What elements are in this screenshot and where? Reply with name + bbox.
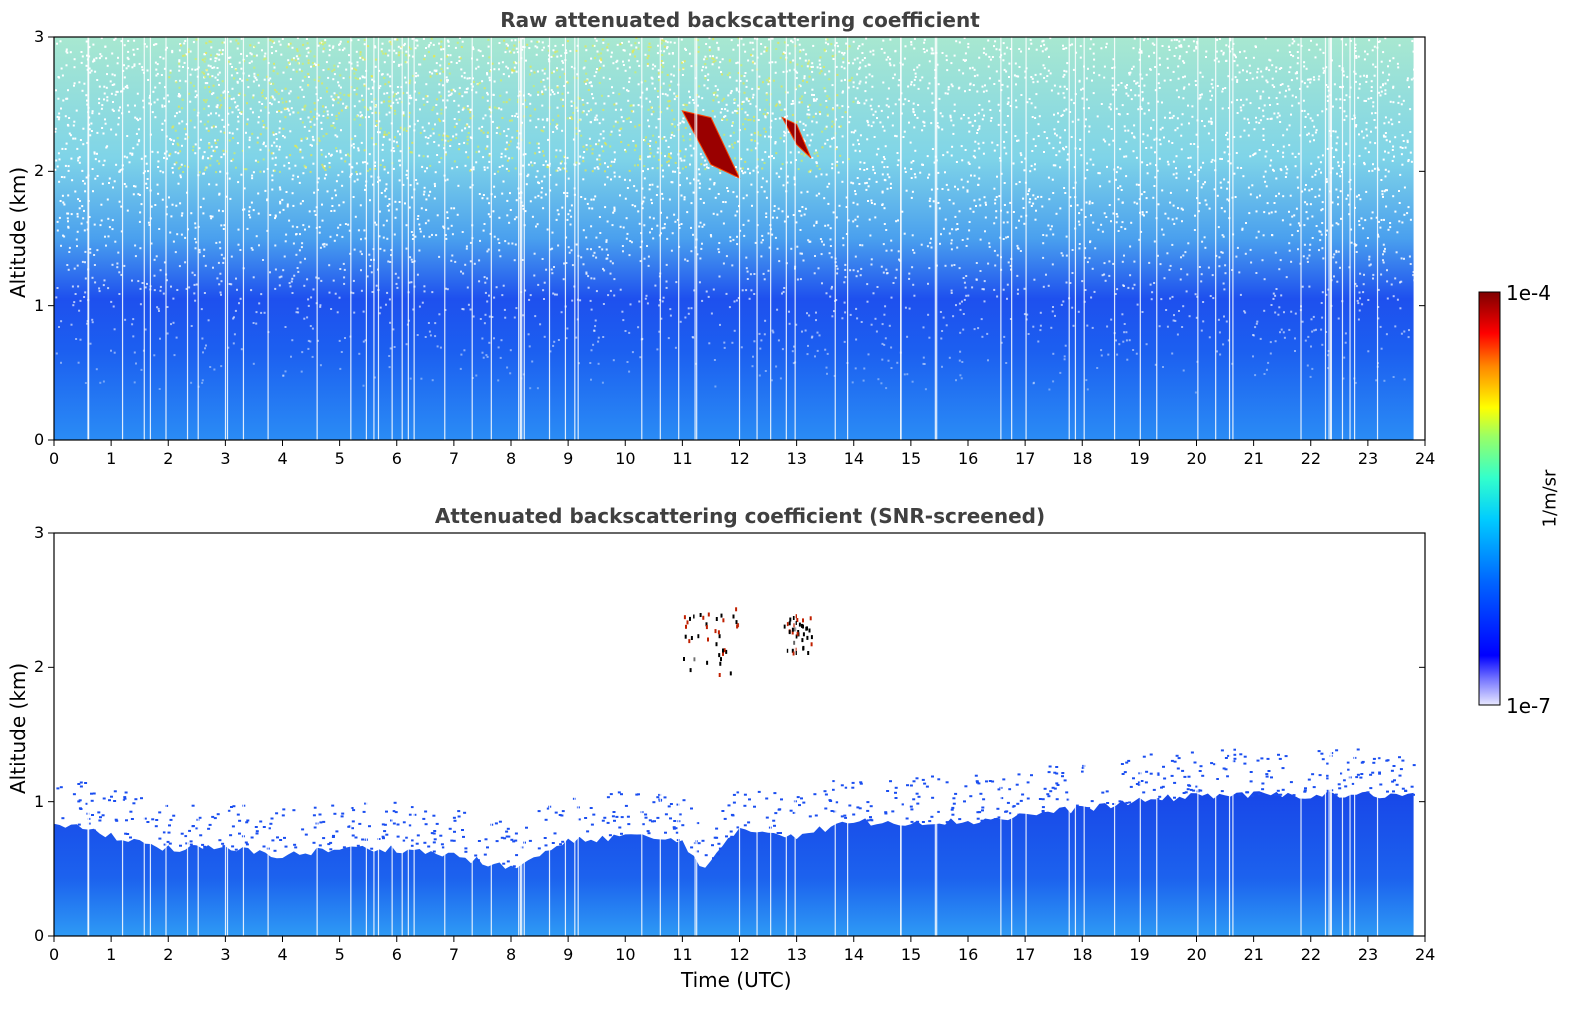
x-tick-label: 15 bbox=[900, 945, 922, 964]
x-tick-label: 22 bbox=[1300, 449, 1322, 468]
x-tick-label: 17 bbox=[1015, 449, 1036, 468]
data-gap-lines bbox=[87, 533, 1379, 936]
x-tick-label: 0 bbox=[49, 449, 60, 468]
x-tick-label: 8 bbox=[506, 945, 517, 964]
x-tick-label: 3 bbox=[220, 449, 231, 468]
x-tick-label: 2 bbox=[163, 945, 174, 964]
x-tick-label: 5 bbox=[334, 449, 345, 468]
x-tick-label: 18 bbox=[1072, 945, 1093, 964]
x-tick-label: 19 bbox=[1129, 945, 1150, 964]
x-tick-label: 6 bbox=[391, 945, 402, 964]
top-panel-plot bbox=[54, 37, 1416, 440]
y-tick-label: 3 bbox=[34, 27, 45, 46]
x-tick-label: 22 bbox=[1300, 945, 1322, 964]
x-tick-label: 23 bbox=[1357, 449, 1379, 468]
y-tick-label: 0 bbox=[34, 926, 45, 945]
bottom-panel-title: Attenuated backscattering coefficient (S… bbox=[434, 504, 1046, 528]
x-tick-label: 12 bbox=[729, 449, 750, 468]
x-tick-label: 6 bbox=[391, 449, 402, 468]
top-panel-title: Raw attenuated backscattering coefficien… bbox=[500, 8, 980, 32]
x-tick-label: 13 bbox=[786, 449, 807, 468]
x-tick-label: 19 bbox=[1129, 449, 1150, 468]
x-tick-label: 18 bbox=[1072, 449, 1093, 468]
x-tick-label: 15 bbox=[900, 449, 922, 468]
x-tick-label: 4 bbox=[277, 449, 288, 468]
x-tick-label: 3 bbox=[220, 945, 231, 964]
x-tick-label: 7 bbox=[448, 945, 460, 964]
screened-cloud-1 bbox=[783, 614, 813, 656]
y-tick-label: 1 bbox=[34, 791, 45, 811]
data-gap-lines bbox=[87, 37, 1379, 440]
x-tick-label: 12 bbox=[729, 945, 750, 964]
bottom-panel-plot bbox=[54, 533, 1416, 936]
x-tick-label: 14 bbox=[843, 945, 865, 964]
x-tick-label: 13 bbox=[786, 945, 807, 964]
colorbar-unit-label: 1/m/sr bbox=[1539, 469, 1561, 528]
x-tick-label: 9 bbox=[563, 945, 574, 964]
colorbar bbox=[1478, 291, 1501, 706]
x-tick-label: 4 bbox=[277, 945, 288, 964]
x-tick-label: 9 bbox=[563, 449, 574, 468]
y-tick-label: 2 bbox=[34, 657, 45, 677]
x-tick-label: 1 bbox=[106, 945, 117, 964]
x-tick-label: 2 bbox=[163, 449, 174, 468]
x-tick-label: 5 bbox=[334, 945, 345, 964]
x-tick-label: 20 bbox=[1186, 945, 1207, 964]
x-tick-label: 16 bbox=[958, 449, 979, 468]
x-tick-label: 0 bbox=[49, 945, 60, 964]
x-tick-label: 14 bbox=[843, 449, 865, 468]
x-tick-label: 21 bbox=[1243, 945, 1264, 964]
colorbar-min-label: 1e-7 bbox=[1506, 694, 1551, 718]
x-tick-label: 7 bbox=[448, 449, 460, 468]
x-tick-label: 8 bbox=[506, 449, 517, 468]
x-tick-label: 24 bbox=[1415, 945, 1436, 964]
colorbar-max-label: 1e-4 bbox=[1506, 281, 1551, 305]
x-tick-label: 11 bbox=[672, 449, 693, 468]
boundary-layer-signal bbox=[54, 791, 1414, 936]
x-tick-label: 21 bbox=[1243, 449, 1264, 468]
screened-cloud-0 bbox=[683, 607, 740, 677]
x-tick-label: 20 bbox=[1186, 449, 1207, 468]
raw-signal-field bbox=[54, 37, 1414, 440]
x-tick-label: 16 bbox=[958, 945, 979, 964]
cloud-feature-1 bbox=[781, 116, 812, 159]
y-tick-label: 2 bbox=[34, 161, 45, 181]
x-tick-label: 11 bbox=[672, 945, 693, 964]
x-tick-label: 10 bbox=[615, 945, 636, 964]
y-tick-label: 1 bbox=[34, 295, 45, 315]
noise-speckle bbox=[54, 37, 1416, 394]
y-tick-label: 0 bbox=[34, 430, 45, 449]
x-tick-label: 23 bbox=[1357, 945, 1379, 964]
x-tick-label: 1 bbox=[106, 449, 117, 468]
x-tick-label: 10 bbox=[615, 449, 636, 468]
x-tick-label: 17 bbox=[1015, 945, 1036, 964]
bottom-panel-xlabel: Time (UTC) bbox=[681, 968, 792, 992]
x-tick-label: 24 bbox=[1415, 449, 1436, 468]
y-tick-label: 3 bbox=[34, 523, 45, 542]
